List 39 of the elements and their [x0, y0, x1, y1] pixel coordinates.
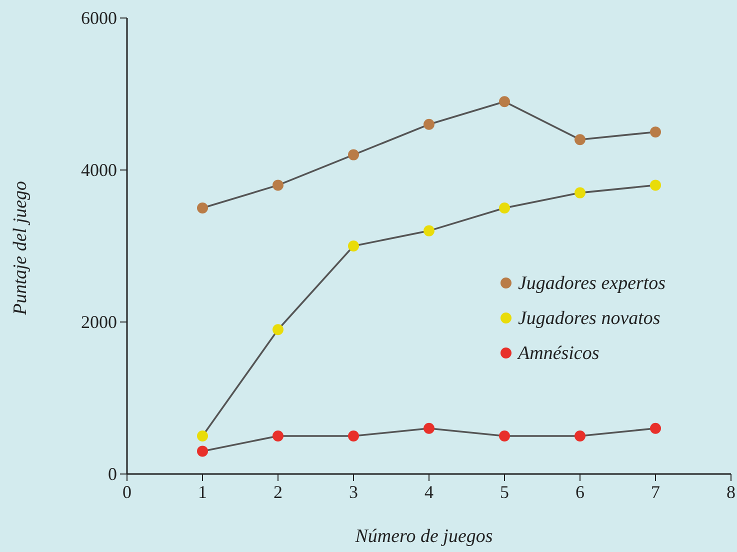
x-axis-title: Número de juegos — [354, 526, 493, 547]
point — [348, 149, 359, 160]
x-tick-label: 1 — [198, 482, 207, 502]
y-tick-label: 4000 — [81, 160, 117, 180]
y-tick-label: 0 — [108, 464, 117, 484]
point — [424, 422, 434, 434]
x-tick-label: 7 — [651, 482, 660, 502]
point — [650, 180, 661, 191]
point — [650, 126, 661, 138]
point — [424, 225, 434, 236]
point — [424, 118, 434, 130]
point — [499, 96, 510, 108]
y-tick-label: 6000 — [81, 8, 117, 28]
x-tick-label: 3 — [349, 482, 358, 502]
x-tick-label: 4 — [424, 482, 434, 502]
point — [574, 430, 586, 442]
x-tick-label: 6 — [576, 482, 584, 502]
point — [197, 430, 208, 442]
point — [499, 202, 510, 214]
point — [499, 430, 510, 442]
point — [272, 324, 284, 336]
x-tick-label: 8 — [726, 482, 736, 502]
legend-label: Jugadores expertos — [518, 273, 666, 294]
point — [348, 240, 359, 252]
y-tick-label: 2000 — [81, 312, 117, 332]
x-tick-label: 0 — [122, 482, 132, 502]
x-tick-label: 2 — [274, 482, 282, 502]
point — [574, 134, 586, 146]
point — [197, 202, 208, 214]
point — [348, 430, 359, 442]
point — [272, 180, 284, 191]
point — [650, 422, 661, 434]
point — [197, 446, 208, 457]
point — [272, 430, 284, 442]
x-tick-label: 5 — [500, 482, 509, 502]
y-axis-title: Puntaje del juego — [10, 180, 31, 316]
legend-label: Amnésicos — [516, 343, 600, 364]
point — [574, 187, 586, 198]
legend-label: Jugadores novatos — [518, 308, 660, 329]
